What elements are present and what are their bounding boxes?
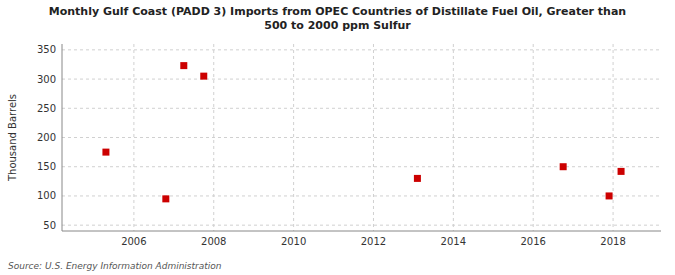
grid-line (293, 44, 294, 231)
point (162, 195, 169, 202)
points (102, 62, 624, 202)
grid-line (62, 166, 661, 167)
grid-line (62, 225, 661, 226)
point (102, 149, 109, 156)
grid-line (62, 108, 661, 109)
grid-line (62, 79, 661, 80)
y-tick-label: 250 (37, 103, 56, 114)
x-tick-label: 2010 (281, 236, 306, 247)
x-tick-label: 2006 (121, 236, 146, 247)
title: Monthly Gulf Coast (PADD 3) Imports from… (49, 5, 626, 32)
point (200, 73, 207, 80)
point (560, 163, 567, 170)
y-tick-label: 100 (37, 190, 56, 201)
grid (62, 44, 661, 231)
point (618, 168, 625, 175)
y-tick-label: 300 (37, 74, 56, 85)
chart: Monthly Gulf Coast (PADD 3) Imports from… (0, 0, 675, 275)
x-tick-label: 2018 (600, 236, 625, 247)
source: Source: U.S. Energy Information Administ… (8, 261, 222, 271)
grid-line (62, 137, 661, 138)
x-tick-label: 2016 (520, 236, 545, 247)
grid-line (613, 44, 614, 231)
y-tick-label: 350 (37, 44, 56, 55)
y-tick-label: 50 (43, 220, 56, 231)
x-tick-label: 2012 (361, 236, 386, 247)
grid-line (373, 44, 374, 231)
point (180, 62, 187, 69)
x-tick-label: 2014 (441, 236, 466, 247)
point (414, 175, 421, 182)
y-tick-label: 150 (37, 161, 56, 172)
grid-line (62, 195, 661, 196)
y-tick-label: 200 (37, 132, 56, 143)
y-axis-line (62, 44, 63, 231)
x-tick-label: 2008 (201, 236, 226, 247)
x-axis-line (62, 231, 661, 232)
y-axis-label: Thousand Barrels (7, 94, 18, 182)
point (606, 192, 613, 199)
grid-line (62, 49, 661, 50)
